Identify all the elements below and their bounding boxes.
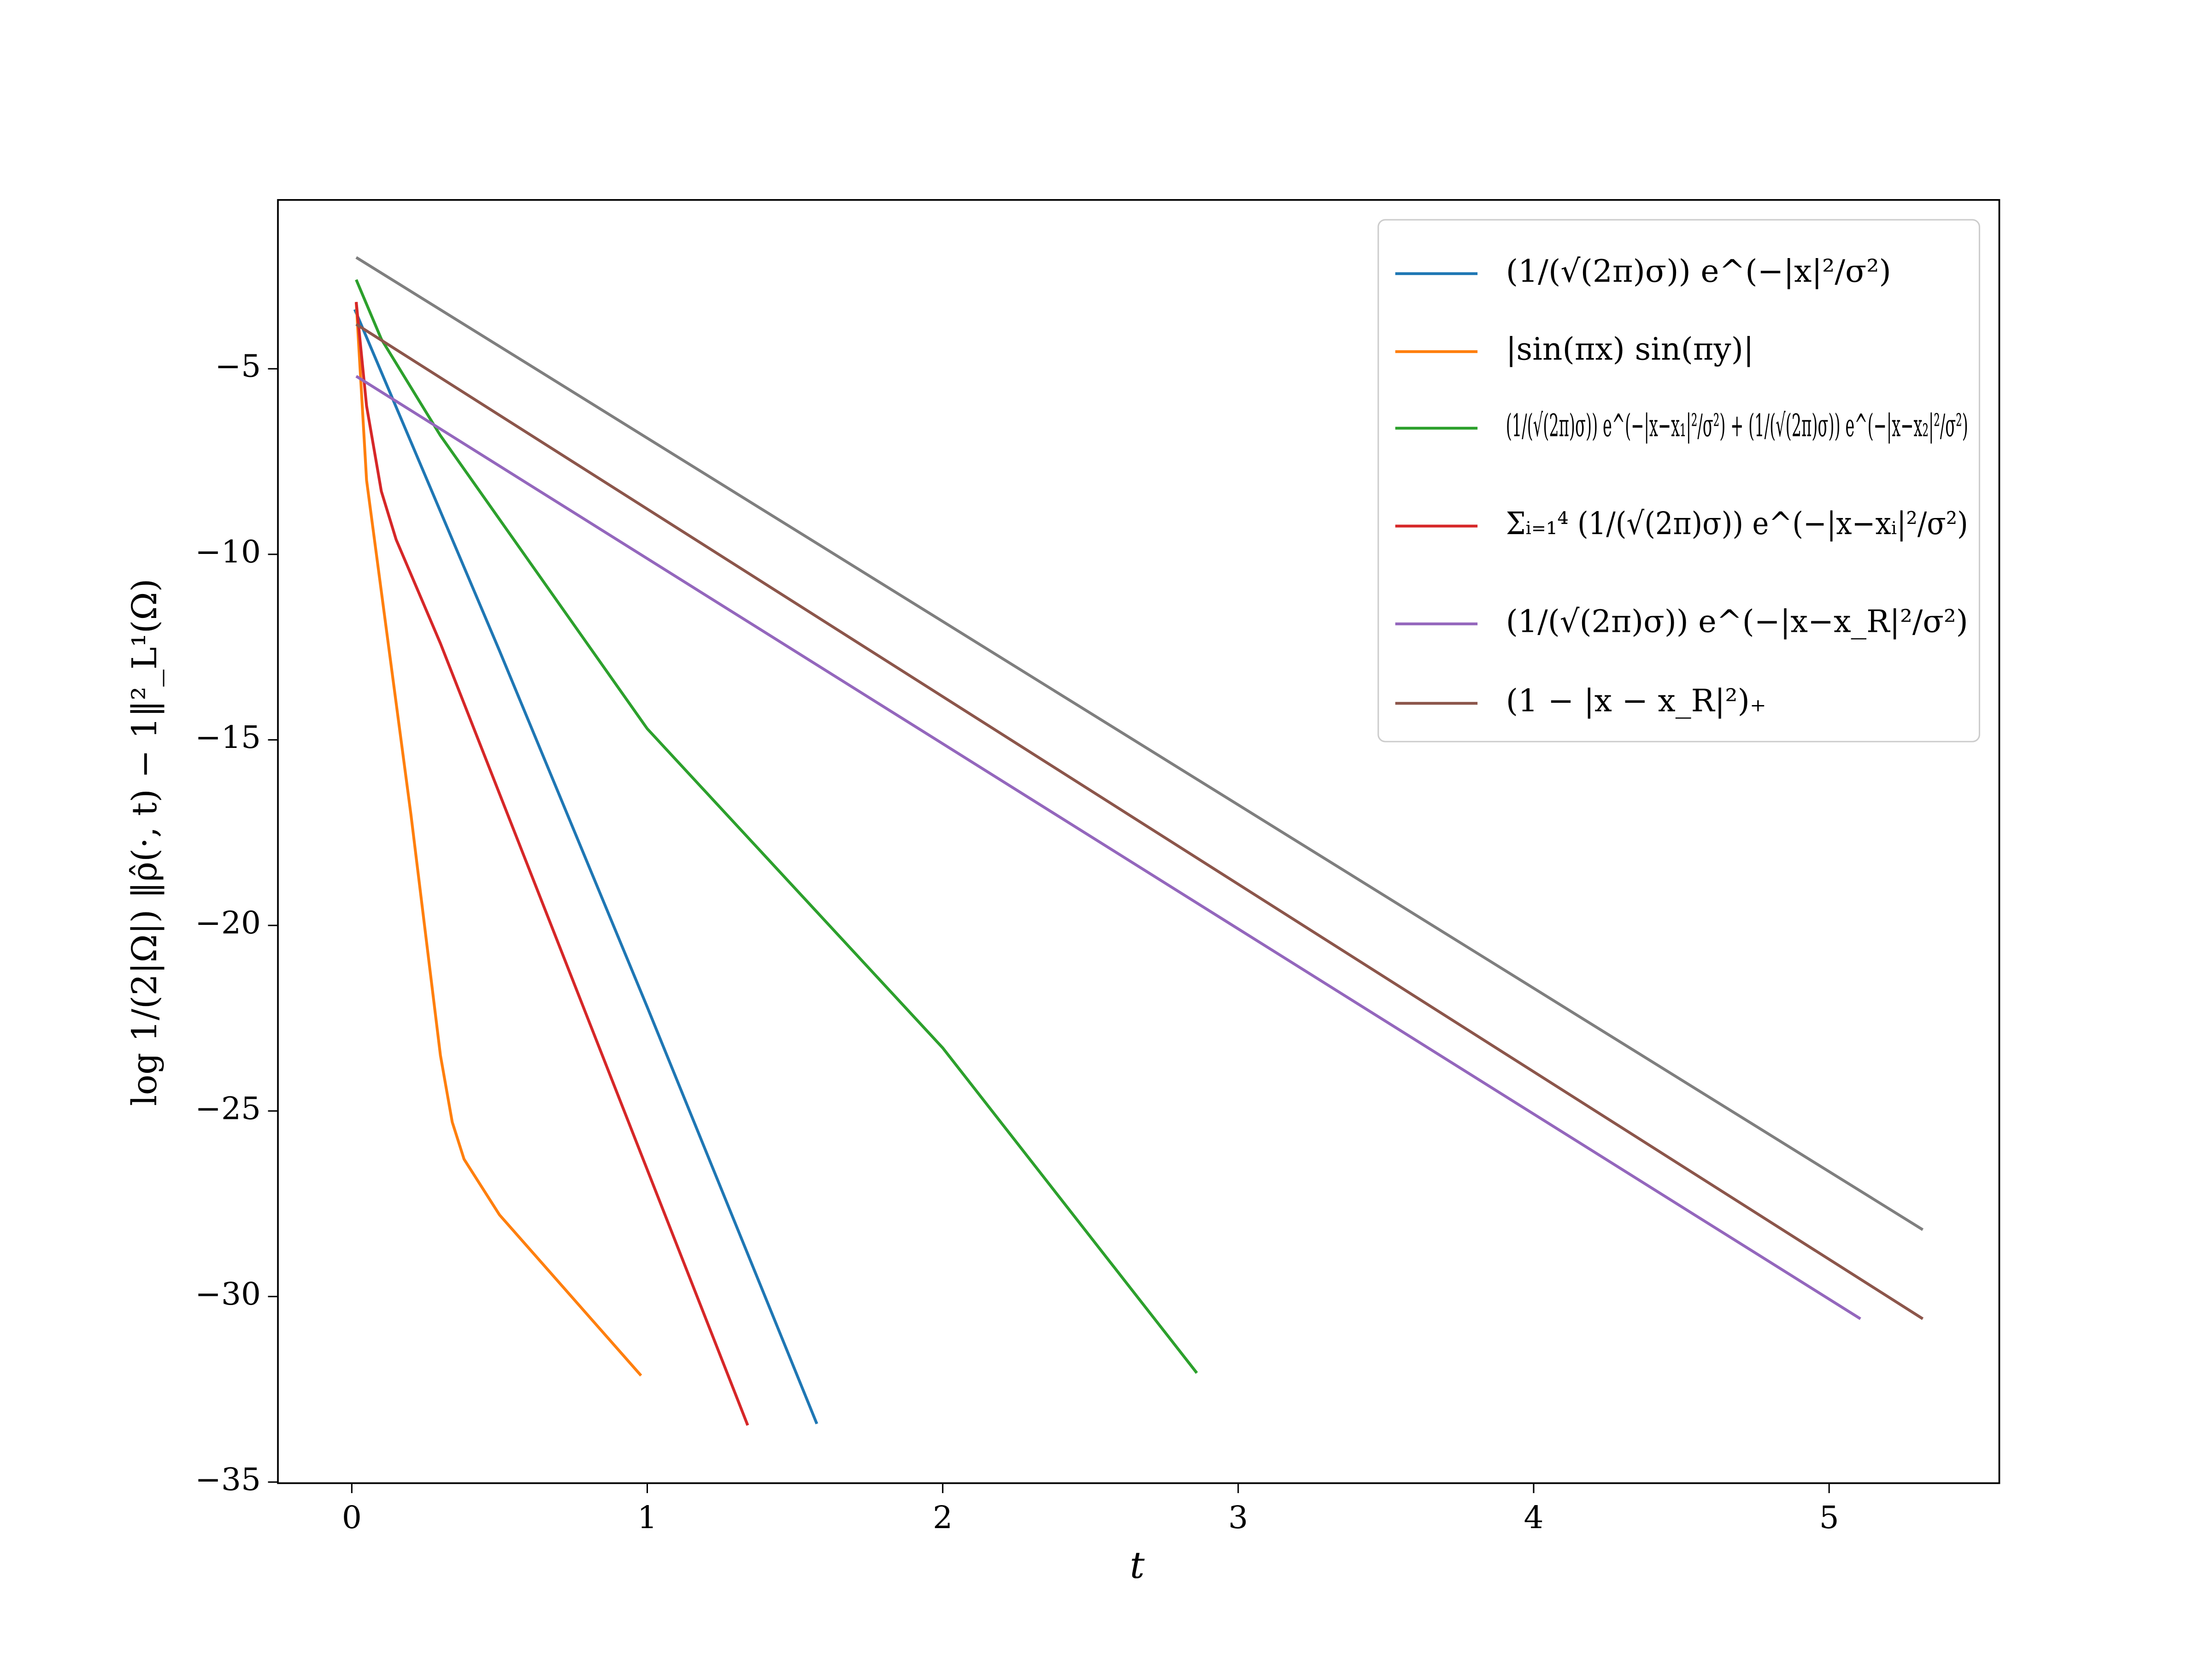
plot-frame bbox=[277, 199, 2000, 1484]
series-line bbox=[355, 256, 1924, 1231]
y-tick-label: −5 bbox=[215, 348, 261, 384]
series-line bbox=[354, 301, 749, 1426]
y-tick-label: −20 bbox=[195, 905, 261, 941]
legend: (1/(√(2π)σ)) e^(−|x|²/σ²) |sin(πx) sin(πy… bbox=[1377, 219, 1980, 742]
y-tick-label: −30 bbox=[195, 1276, 261, 1312]
y-tick-label: −10 bbox=[195, 533, 261, 570]
legend-label: |sin(πx) sin(πy)| bbox=[1506, 331, 1754, 367]
x-tick-label: 4 bbox=[1524, 1499, 1543, 1535]
x-tick-label: 1 bbox=[637, 1499, 657, 1535]
legend-label: (1/(√(2π)σ)) e^(−|x−x_R|²/σ²) bbox=[1506, 603, 1968, 639]
series-line bbox=[353, 309, 818, 1424]
x-tick-label: 0 bbox=[342, 1499, 362, 1535]
legend-label: (1/(√(2π)σ)) e^(−|x|²/σ²) bbox=[1506, 253, 1891, 289]
legend-label: (1 − |x − x_R|²)₊ bbox=[1506, 682, 1766, 719]
series-line bbox=[355, 279, 1198, 1374]
y-axis-label: log 1/(2|Ω|) ‖ρ̂(·, t) − 1‖²_L¹(Ω) bbox=[125, 579, 165, 1106]
series-line bbox=[354, 302, 642, 1377]
y-tick-label: −35 bbox=[195, 1461, 261, 1498]
legend-box bbox=[1377, 219, 1980, 742]
series-line bbox=[355, 323, 1924, 1320]
series-line bbox=[355, 375, 1861, 1320]
legend-label: Σᵢ₌₁⁴ (1/(√(2π)σ)) e^(−|x−xᵢ|²/σ²) bbox=[1506, 505, 1968, 541]
y-tick-label: −25 bbox=[195, 1090, 261, 1126]
legend-label: (1/(√(2π)σ)) e^(−|x−x₁|²/σ²) + (1/(√(2π)… bbox=[1506, 407, 1968, 444]
x-tick-label: 3 bbox=[1228, 1499, 1248, 1535]
x-tick-label: 5 bbox=[1819, 1499, 1839, 1535]
y-tick-label: −15 bbox=[195, 719, 261, 755]
x-axis-label: t bbox=[1130, 1544, 1145, 1587]
x-tick-label: 2 bbox=[933, 1499, 953, 1535]
